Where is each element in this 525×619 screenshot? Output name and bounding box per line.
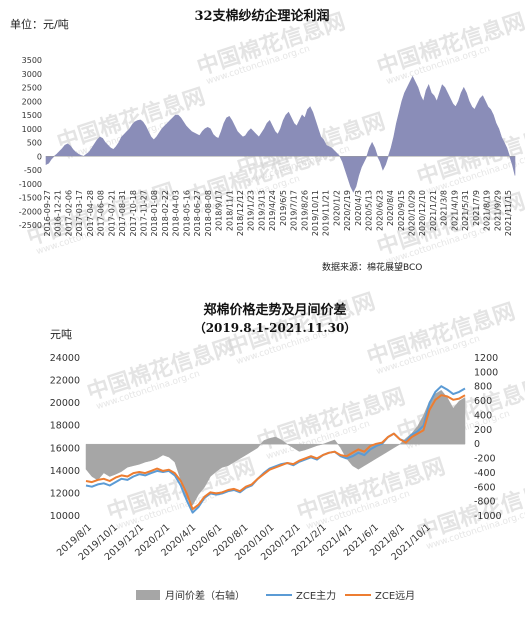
chart2-line-far xyxy=(85,394,466,511)
chart1-xtick: 2018-08-08 xyxy=(204,190,213,237)
chart1-xtick: 2019/4/24 xyxy=(268,190,277,231)
chart1-xtick: 2020/6/23 xyxy=(375,190,384,231)
chart2-ytick-right: 800 xyxy=(474,382,492,393)
chart1-ytick: 3000 xyxy=(22,70,42,79)
chart1-ytick: 0 xyxy=(37,152,42,161)
chart1-source: 数据来源：棉花展望BCO xyxy=(322,261,422,273)
chart1-xtick: 2017-10-18 xyxy=(129,190,138,237)
legend-label-main: ZCE主力 xyxy=(296,589,336,602)
chart2-ytick-left: 22000 xyxy=(50,376,80,387)
chart1-xtick: 2018/12/12 xyxy=(236,190,245,236)
chart2-ytick-right: -800 xyxy=(474,497,496,508)
chart2-ytick-right: 600 xyxy=(474,396,492,407)
legend-swatch-spread xyxy=(136,590,160,600)
chart2-ytick-right: 1200 xyxy=(474,353,498,364)
chart2-ytick-right: 400 xyxy=(474,410,492,421)
chart1-xtick: 2021/1/21 xyxy=(429,190,438,231)
chart1-xtick: 2020/12/10 xyxy=(418,190,427,236)
chart1-xtick: 2020/10/29 xyxy=(408,190,417,236)
chart1-ytick: -1500 xyxy=(19,194,42,203)
chart1-ytick: 2000 xyxy=(22,97,42,106)
chart2-spread-area xyxy=(85,389,466,506)
chart2-title: 郑棉价格走势及月间价差 xyxy=(203,302,346,318)
chart1-ytick: -500 xyxy=(24,166,42,175)
chart1-xtick: 2019/7/17 xyxy=(290,190,299,231)
watermark-text: 中国棉花信息网 xyxy=(84,333,239,405)
chart1-ytick: 1500 xyxy=(22,111,42,120)
legend-label-spread: 月间价差（右轴） xyxy=(165,589,245,602)
chart1-xtick: 2017-02-06 xyxy=(64,190,73,237)
profit-chart: 32支棉纱纺企理论利润 单位：元/吨 3500 3000 2500 2000 1500 1… xyxy=(10,8,516,273)
chart1-xtick: 2020/2/19 xyxy=(343,190,352,231)
chart2-ytick-left: 18000 xyxy=(50,421,80,432)
chart2-ytick-right: 0 xyxy=(474,439,480,450)
chart1-ytick: 3500 xyxy=(22,56,42,65)
chart1-xtick: 2016-09-27 xyxy=(43,190,52,237)
chart1-xtick: 2017-11-27 xyxy=(140,190,149,237)
watermark-text: 中国棉花信息网 xyxy=(294,453,449,525)
chart2-ytick-right: -1000 xyxy=(474,511,502,522)
chart2-ytick-right: -200 xyxy=(474,454,496,465)
chart2-ytick-right: 200 xyxy=(474,425,492,436)
chart1-xtick: 2017-06-08 xyxy=(97,190,106,237)
chart1-xtick: 2016-12-21 xyxy=(54,190,63,237)
chart1-xtick: 2020/1/2 xyxy=(333,190,342,226)
chart2-ytick-left: 14000 xyxy=(50,466,80,477)
chart1-ylabel: 单位：元/吨 xyxy=(10,17,69,31)
chart1-xtick: 2018-06-27 xyxy=(193,190,202,237)
chart2-subtitle: （2019.8.1-2021.11.30） xyxy=(194,320,357,335)
chart1-xtick: 2021/8/19 xyxy=(483,190,492,231)
chart2-ytick-left: 12000 xyxy=(50,488,80,499)
chart1-xtick: 2017-08-31 xyxy=(118,190,127,237)
chart1-xtick: 2019/8/26 xyxy=(300,190,309,231)
chart1-xtick: 2021/3/8 xyxy=(440,190,449,226)
chart2-ytick-right: 1000 xyxy=(474,367,498,378)
chart1-xtick: 2020/4/3 xyxy=(354,190,363,226)
chart1-ytick: 500 xyxy=(27,139,42,148)
chart2-legend: 月间价差（右轴） ZCE主力 ZCE远月 xyxy=(136,589,415,602)
chart1-ytick: -1000 xyxy=(19,180,42,189)
watermark-text: 中国棉花信息网 xyxy=(374,8,525,80)
chart1-ytick: 2500 xyxy=(22,84,42,93)
chart1-ytick: 1000 xyxy=(22,125,42,134)
legend-label-far: ZCE远月 xyxy=(375,590,415,602)
chart2-ytick-left: 16000 xyxy=(50,443,80,454)
chart1-xtick: 2020/5/13 xyxy=(365,190,374,231)
chart2-ylabel: 元吨 xyxy=(50,328,72,341)
chart2-ytick-right: -400 xyxy=(474,468,496,479)
chart1-xtick: 2017-07-21 xyxy=(107,190,116,237)
chart1-xtick: 2017-04-28 xyxy=(86,190,95,237)
chart1-xtick: 2017-03-17 xyxy=(75,190,84,237)
chart1-xtick: 2019/11/21 xyxy=(322,190,331,236)
chart2-ytick-left: 10000 xyxy=(50,511,80,522)
chart1-xtick: 2018-05-16 xyxy=(182,190,191,237)
chart2-ytick-left: 24000 xyxy=(50,353,80,364)
chart1-ytick: -2000 xyxy=(19,207,42,216)
chart1-xtick: 2018-04-03 xyxy=(172,190,181,237)
chart1-xtick: 2021/5/31 xyxy=(461,190,470,231)
chart1-ytick: -2500 xyxy=(19,221,42,230)
chart1-xtick: 2018/9/17 xyxy=(215,190,224,231)
chart1-xtick: 2018-02-22 xyxy=(161,190,170,237)
chart2-ytick-left: 20000 xyxy=(50,398,80,409)
chart1-xtick: 2021/11/15 xyxy=(504,190,513,236)
chart1-xtick: 2018/11/1 xyxy=(225,190,234,231)
chart1-title: 32支棉纱纺企理论利润 xyxy=(194,8,329,24)
chart1-xtick: 2019/3/13 xyxy=(257,190,266,231)
chart1-xtick: 2021/7/9 xyxy=(472,190,481,226)
chart2-ytick-right: -600 xyxy=(474,482,496,493)
chart1-area-series xyxy=(45,75,516,193)
chart1-xtick: 2020/9/15 xyxy=(397,190,406,231)
chart1-xtick: 2019/1/23 xyxy=(247,190,256,231)
chart1-xtick: 2020/8/4 xyxy=(386,190,395,226)
chart1-xtick: 2021/4/19 xyxy=(450,190,459,231)
chart1-xtick: 2018-01-08 xyxy=(150,190,159,237)
chart1-xtick: 2019/6/5 xyxy=(279,190,288,226)
chart1-xtick: 2019/10/11 xyxy=(311,190,320,236)
chart1-xtick: 2021/9/29 xyxy=(493,190,502,231)
